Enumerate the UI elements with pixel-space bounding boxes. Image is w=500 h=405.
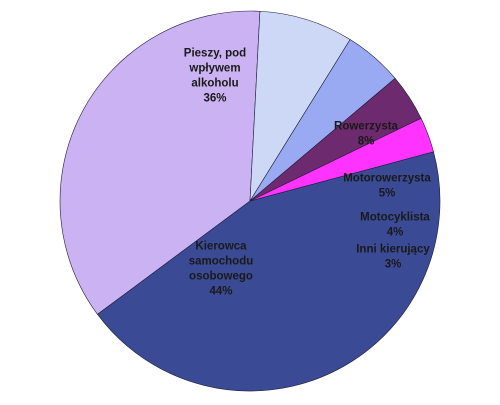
slice-name-label: Motorowerzysta	[343, 173, 431, 185]
pie-slice-kierowca-samochodu-osobowego	[97, 151, 441, 392]
slice-label-inni-kierujacy: Inni kierujący 3%	[356, 244, 430, 271]
slice-name-label: Pieszy, pod	[184, 48, 246, 60]
slice-label-rowerzysta: Rowerzysta 8%	[334, 121, 399, 148]
slice-label-kierowca-samochodu-osobowego: Kierowca samochodu osobowego 44%	[189, 241, 254, 298]
slice-percent-label: 4%	[387, 227, 404, 239]
slice-percent-label: 36%	[203, 93, 226, 105]
pie-labels: Kierowca samochodu osobowego 44% Pieszy, pod…	[184, 48, 432, 298]
slice-name-label: osobowego	[189, 271, 253, 283]
slice-name-label: wpływem	[188, 63, 240, 75]
slice-label-pieszy-pod-wplywem-alkoholu: Pieszy, pod wpływem alkoholu 36%	[184, 48, 246, 105]
slice-label-motorowerzysta: Motorowerzysta 5%	[343, 173, 431, 200]
slice-percent-label: 44%	[209, 286, 232, 298]
pie-slice-rowerzysta	[249, 10, 351, 202]
pie-slice-inni-kierujacy	[249, 117, 434, 202]
slice-name-label: Motocyklista	[360, 212, 430, 224]
slice-percent-label: 5%	[379, 188, 396, 200]
slice-label-motocyklista: Motocyklista 4%	[360, 212, 430, 239]
slice-percent-label: 3%	[385, 259, 402, 271]
pie-slices	[59, 10, 441, 392]
slice-name-label: Kierowca	[195, 241, 247, 253]
slice-name-label: samochodu	[189, 256, 254, 268]
slice-name-label: Inni kierujący	[356, 244, 430, 256]
slice-percent-label: 8%	[358, 136, 375, 148]
pie-slice-pieszy-pod-wplywem-alkoholu	[59, 10, 261, 315]
slice-name-label: alkoholu	[191, 78, 238, 90]
slice-name-label: Rowerzysta	[334, 121, 399, 133]
